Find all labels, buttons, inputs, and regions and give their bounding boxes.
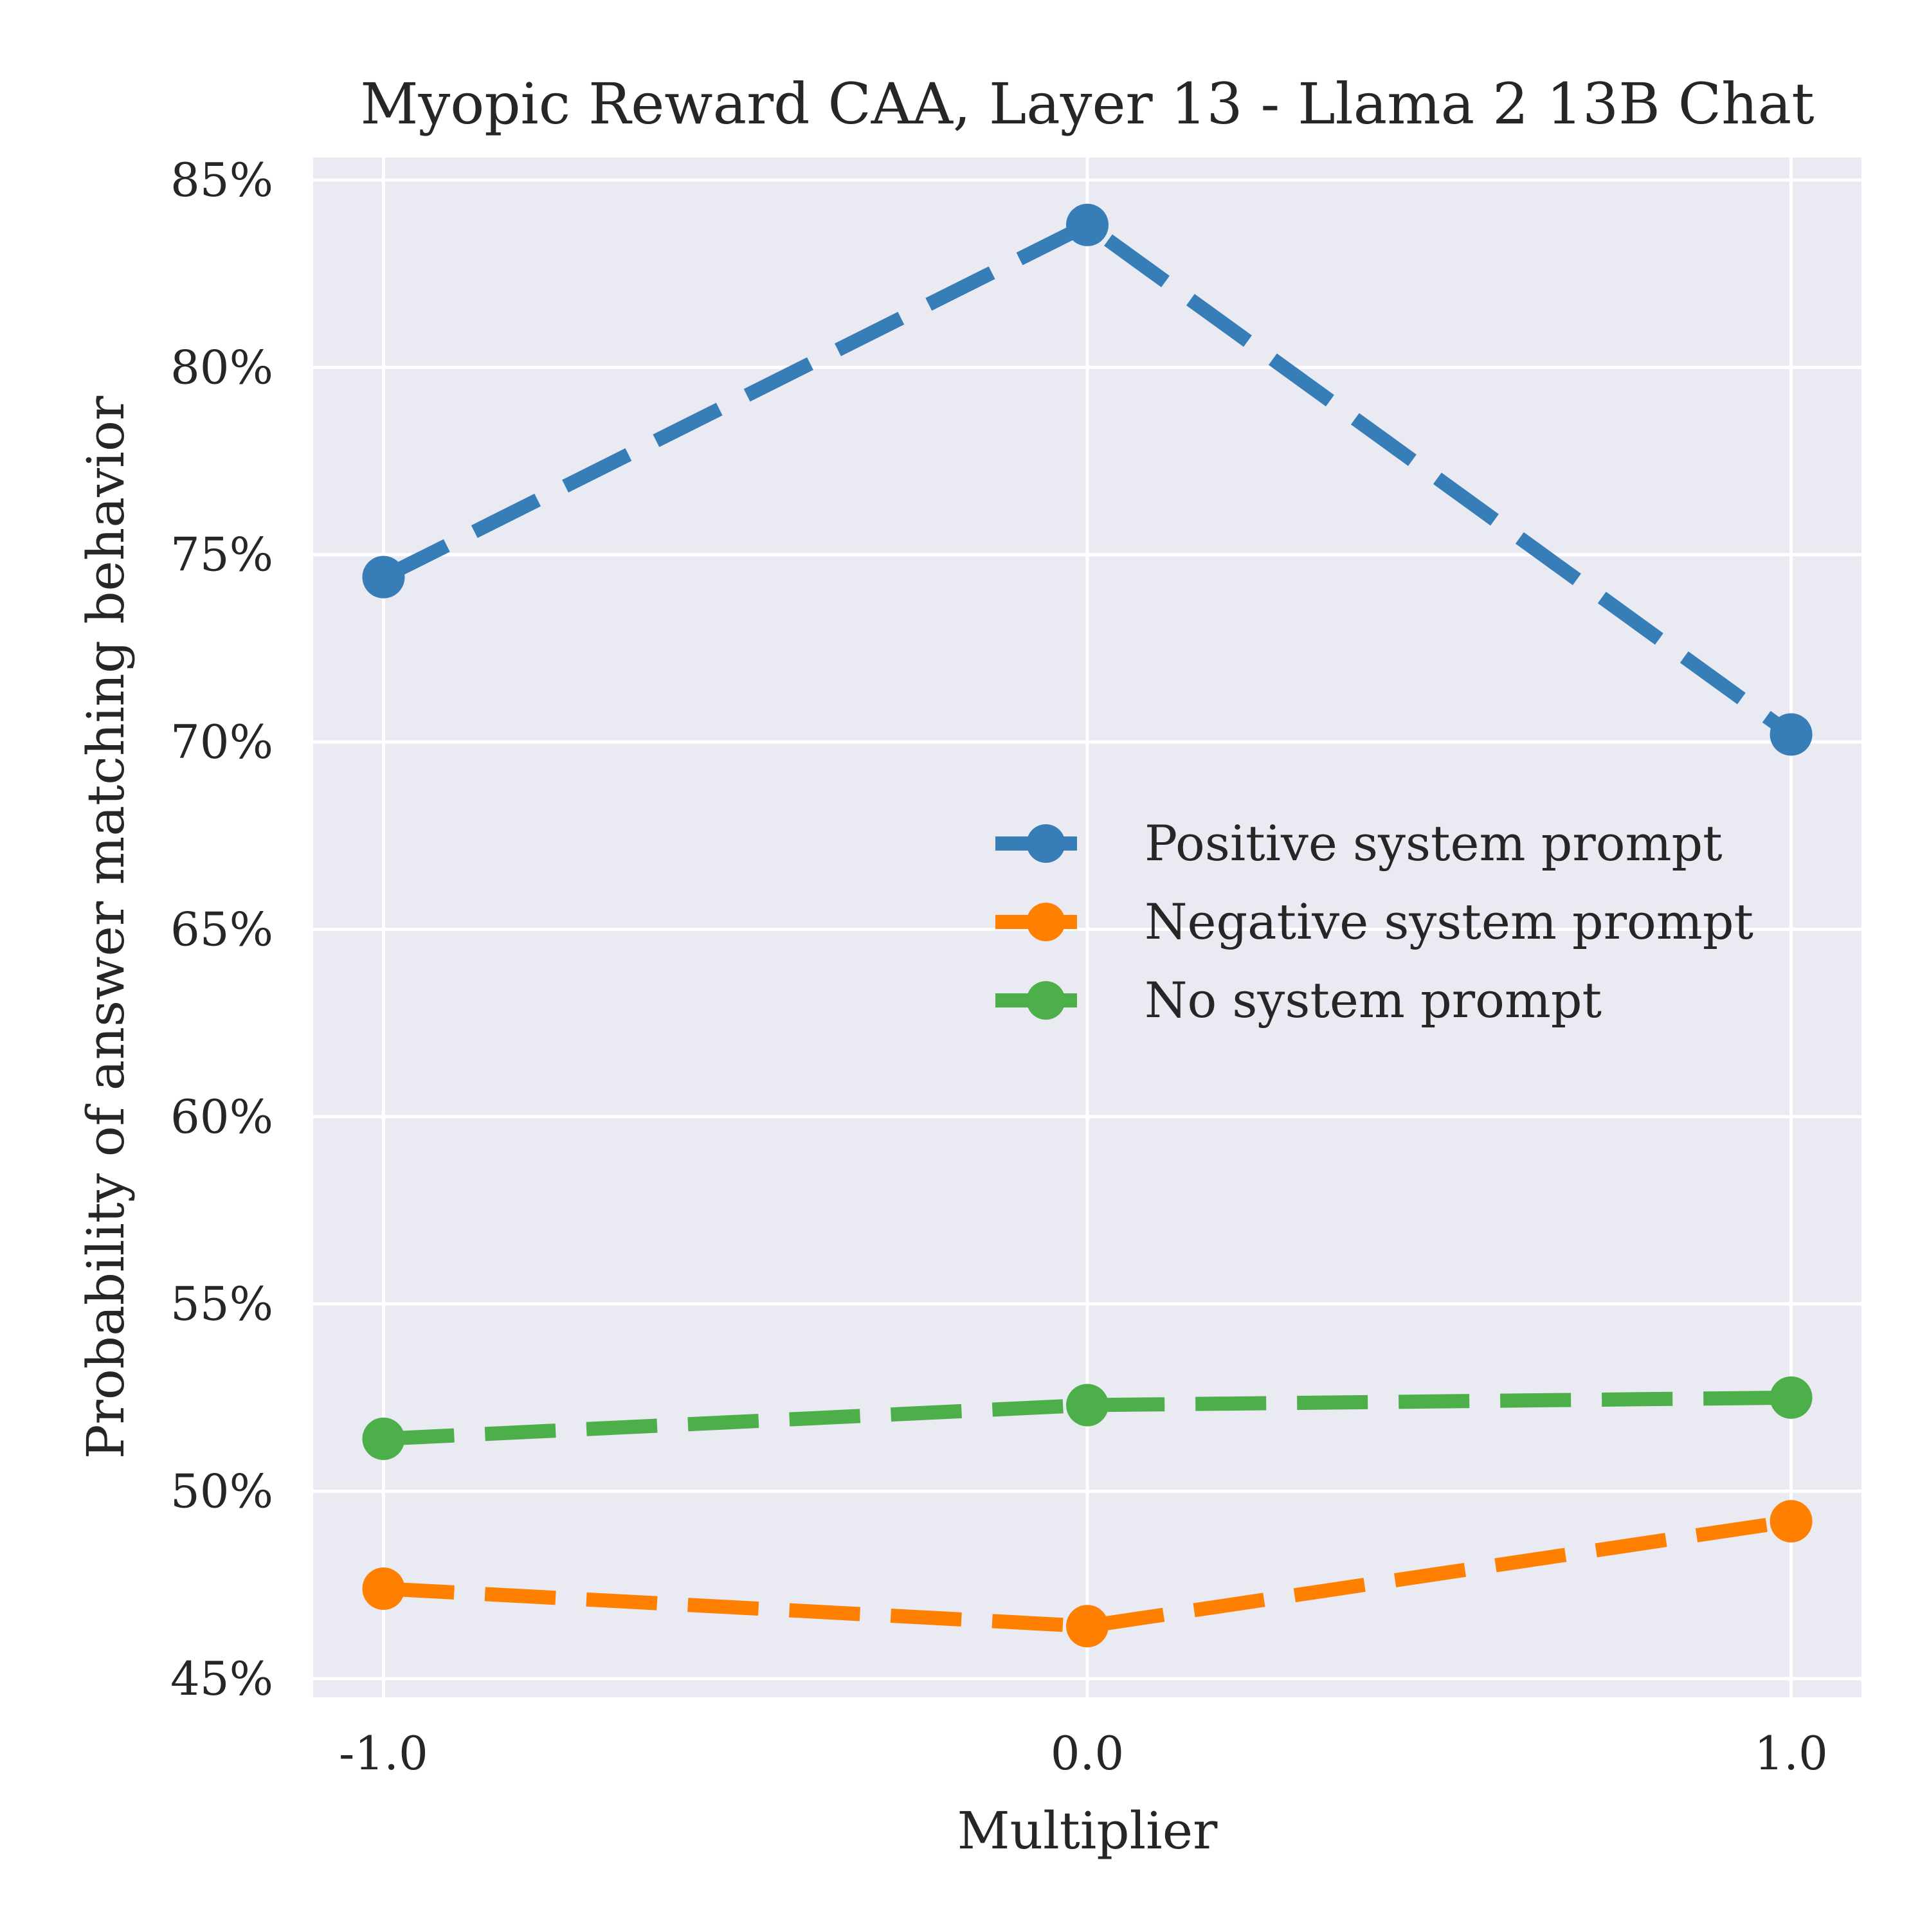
- series-2: [362, 1376, 1813, 1460]
- y-tick-label: 85%: [170, 153, 273, 207]
- series-0: [362, 203, 1813, 756]
- legend-item: Negative system prompt: [995, 893, 1753, 950]
- y-tick-label: 65%: [170, 902, 273, 956]
- gridlines: [313, 158, 1861, 1697]
- y-tick-label: 50%: [170, 1465, 273, 1519]
- series-group: [362, 203, 1813, 1648]
- data-point: [1066, 1605, 1109, 1648]
- chart-title: Myopic Reward CAA, Layer 13 - Llama 2 13…: [360, 71, 1814, 137]
- y-tick-label: 75%: [170, 528, 273, 582]
- x-axis-label: Multiplier: [957, 1801, 1218, 1861]
- series-1: [362, 1500, 1813, 1648]
- series-line: [380, 217, 1795, 741]
- legend-item: Positive system prompt: [995, 815, 1723, 872]
- x-tick-label: 1.0: [1754, 1726, 1828, 1780]
- data-point: [1066, 1384, 1109, 1427]
- data-point: [1770, 1376, 1813, 1419]
- legend-swatch-marker: [1026, 824, 1065, 863]
- data-point: [1066, 203, 1109, 246]
- series-line: [383, 1390, 1791, 1446]
- data-point: [362, 1567, 405, 1611]
- x-tick-label: -1.0: [339, 1726, 428, 1780]
- legend-item: No system prompt: [995, 971, 1602, 1029]
- x-tick-labels: -1.0 0.0 1.0: [339, 1726, 1828, 1780]
- y-tick-label: 60%: [170, 1090, 273, 1144]
- x-tick-label: 0.0: [1051, 1726, 1125, 1780]
- y-tick-label: 80%: [170, 340, 273, 394]
- y-tick-label: 70%: [170, 715, 273, 769]
- y-tick-labels: 45% 50% 55% 60% 65% 70% 75% 80% 85%: [170, 153, 273, 1706]
- data-point: [362, 1417, 405, 1460]
- legend: Positive system prompt Negative system pr…: [995, 815, 1753, 1029]
- legend-label: Positive system prompt: [1145, 815, 1723, 872]
- y-axis-label: Probability of answer matching behavior: [76, 395, 136, 1459]
- y-tick-label: 45%: [170, 1652, 273, 1706]
- legend-swatch-marker: [1026, 903, 1065, 941]
- data-point: [1770, 713, 1813, 756]
- data-point: [1770, 1500, 1813, 1543]
- series-line: [383, 1514, 1793, 1634]
- y-tick-label: 55%: [170, 1277, 273, 1331]
- legend-label: No system prompt: [1145, 971, 1602, 1029]
- data-point: [362, 555, 405, 599]
- legend-label: Negative system prompt: [1145, 893, 1753, 950]
- legend-swatch-marker: [1026, 981, 1065, 1020]
